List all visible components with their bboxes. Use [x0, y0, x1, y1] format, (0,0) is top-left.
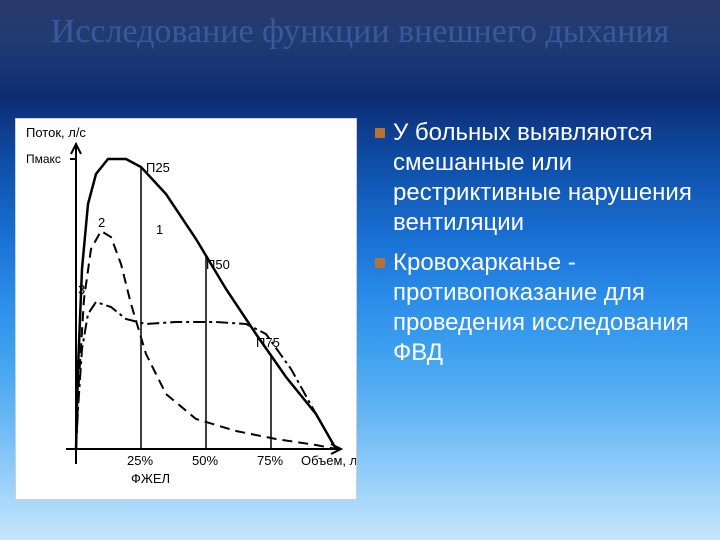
svg-text:50%: 50%: [192, 453, 218, 468]
chart-column: Поток, л/с Объем, л ФЖЕЛ Пмакс 25% 50% 75% П25 П…: [0, 118, 375, 505]
bullet-text: Кровохарканье - противопоказание для про…: [393, 248, 720, 368]
svg-text:Пмакс: Пмакс: [26, 152, 61, 166]
bullet-2: Кровохарканье - противопоказание для про…: [375, 248, 720, 368]
svg-text:П75: П75: [256, 335, 280, 350]
bullet-icon: [375, 128, 385, 138]
svg-text:П50: П50: [206, 257, 230, 272]
bullet-1: У больных выявляются смешанные или рестр…: [375, 118, 720, 238]
svg-text:Поток, л/с: Поток, л/с: [26, 125, 86, 140]
svg-text:П25: П25: [146, 160, 170, 175]
content-row: Поток, л/с Объем, л ФЖЕЛ Пмакс 25% 50% 75% П25 П…: [0, 118, 720, 505]
svg-text:2: 2: [98, 215, 105, 230]
text-column: У больных выявляются смешанные или рестр…: [375, 118, 720, 505]
slide-title: Исследование функции внешнего дыхания: [0, 12, 720, 52]
svg-text:1: 1: [156, 222, 163, 237]
flow-volume-chart: Поток, л/с Объем, л ФЖЕЛ Пмакс 25% 50% 75% П25 П…: [15, 118, 357, 500]
slide: Исследование функции внешнего дыхания По…: [0, 0, 720, 540]
bullet-text: У больных выявляются смешанные или рестр…: [393, 118, 720, 238]
svg-text:75%: 75%: [257, 453, 283, 468]
svg-text:25%: 25%: [127, 453, 153, 468]
svg-text:3: 3: [78, 282, 85, 297]
svg-text:Объем, л: Объем, л: [301, 453, 357, 468]
bullet-icon: [375, 258, 385, 268]
svg-text:ФЖЕЛ: ФЖЕЛ: [131, 471, 170, 486]
